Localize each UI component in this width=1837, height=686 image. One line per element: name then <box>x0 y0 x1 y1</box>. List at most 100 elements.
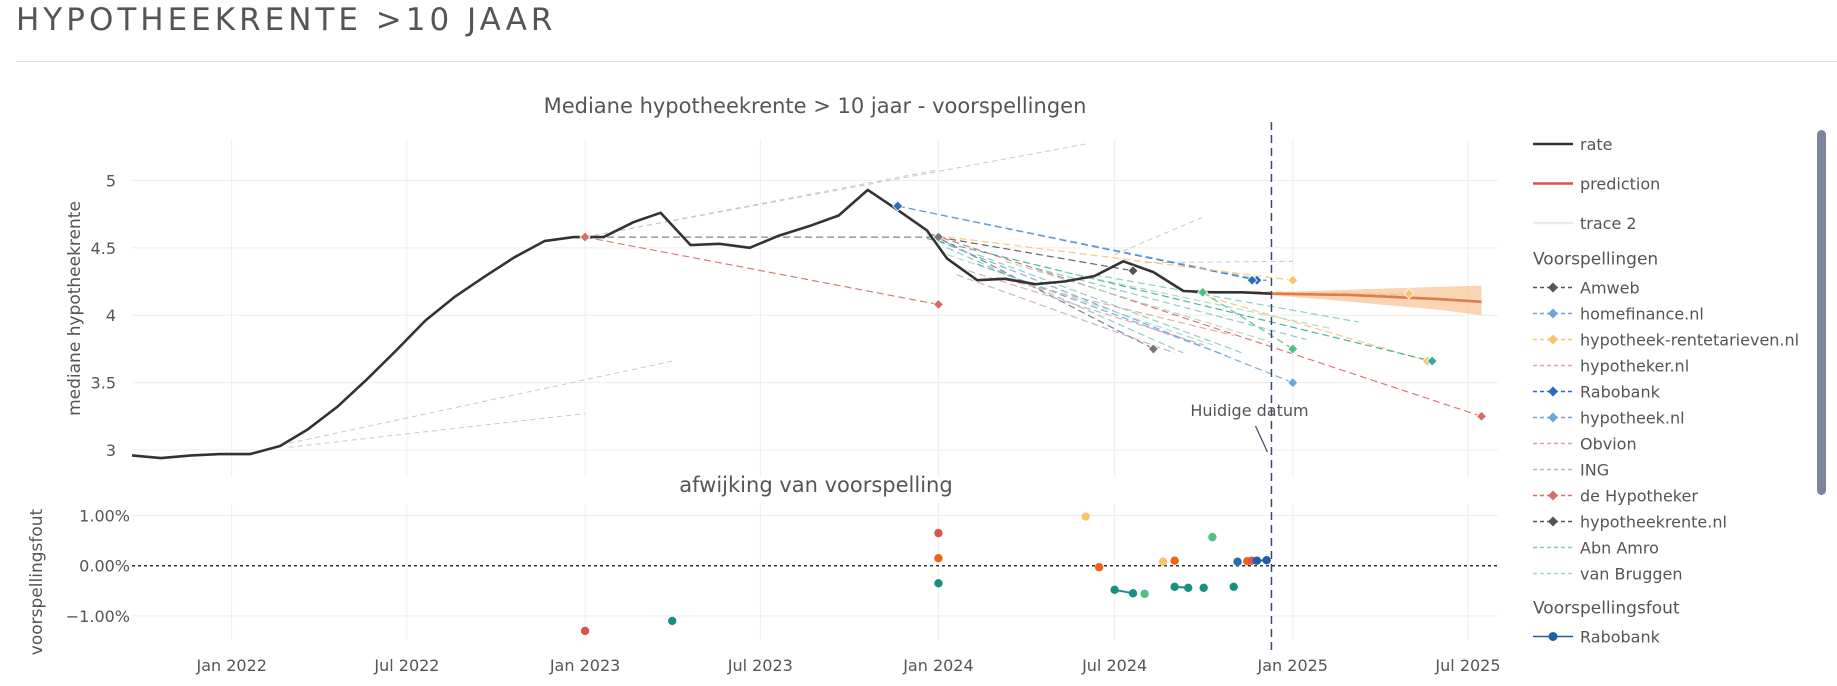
legend-item-label: trace 2 <box>1580 214 1637 233</box>
trace2-segment <box>585 169 939 238</box>
forecast-marker <box>1287 377 1299 389</box>
legend-item-label: homefinance.nl <box>1580 305 1704 324</box>
forecast-line <box>1188 290 1428 362</box>
forecast-line <box>926 233 1293 281</box>
forecast-marker <box>1287 274 1299 286</box>
prediction-layer <box>1271 292 1482 304</box>
bottom-chart-title: afwijking van voorspelling <box>679 473 952 497</box>
forecast-line <box>938 236 1134 272</box>
x-tick-label: Jul 2022 <box>373 656 439 675</box>
legend-item-label: van Bruggen <box>1580 565 1683 584</box>
legend-swatch-marker <box>1548 386 1558 397</box>
forecast-marker <box>1287 343 1299 355</box>
forecast-marker <box>932 231 944 243</box>
error-point <box>934 528 943 538</box>
prediction-band-layer <box>1271 285 1482 316</box>
error-point <box>1110 585 1119 595</box>
forecast-line <box>584 236 939 306</box>
legend-item-label: de Hypotheker <box>1580 487 1698 506</box>
forecast-line <box>956 274 1175 354</box>
legend-item-label: Amweb <box>1580 279 1640 298</box>
trace2-segment <box>1114 216 1204 256</box>
legend-item-label: hypotheekrente.nl <box>1580 513 1727 532</box>
error-point <box>668 616 677 626</box>
forecast-marker <box>1197 286 1209 298</box>
forecast-marker <box>892 200 904 212</box>
forecast-marker <box>1127 265 1139 277</box>
error-point <box>1208 532 1217 542</box>
legend-swatch-marker <box>1548 334 1558 345</box>
error-point <box>1081 512 1090 521</box>
x-tick-label: Jul 2024 <box>1081 656 1147 675</box>
error-point <box>1128 589 1138 598</box>
legend-group-title: Voorspellingsfout <box>1533 599 1680 619</box>
forecast-marker <box>932 298 944 311</box>
x-tick-label: Jan 2023 <box>549 656 620 675</box>
trace2-segment <box>585 143 1086 238</box>
trace2-layer <box>288 143 1293 448</box>
error-point <box>1094 563 1104 572</box>
legend-item-label: Rabobank <box>1580 628 1661 647</box>
top-y-tick-label: 3 <box>106 441 116 460</box>
current-date-arrow <box>1254 425 1269 453</box>
error-point <box>1229 582 1238 592</box>
error-point <box>1199 583 1208 593</box>
legend-swatch-marker <box>1548 282 1558 293</box>
forecast-line <box>926 237 1433 362</box>
x-tick-label: Jan 2022 <box>195 656 266 675</box>
error-point <box>1170 556 1179 565</box>
prediction-line <box>1271 292 1482 304</box>
forecast-line <box>1202 291 1294 350</box>
grid-layer <box>132 140 1498 641</box>
top-chart-title: Mediane hypotheekrente > 10 jaar - voors… <box>544 94 1087 118</box>
error-point <box>1140 589 1149 599</box>
forecast-marker <box>1147 343 1159 355</box>
legend-item-label: Rabobank <box>1580 383 1661 402</box>
legend-item-label: Obvion <box>1580 435 1637 454</box>
forecast-marker <box>1403 288 1415 300</box>
forecast-line <box>1005 260 1272 343</box>
trace2-segment <box>288 360 673 444</box>
trace2-segment <box>288 413 586 448</box>
prediction-band <box>1271 285 1482 316</box>
forecast-line <box>897 205 1263 281</box>
forecast-marker-layer <box>579 200 1488 422</box>
forecast-line <box>976 263 1228 357</box>
bottom-y-axis-label: voorspellingsfout <box>27 508 47 655</box>
forecast-line <box>1035 267 1307 341</box>
legend-swatch-marker <box>1548 308 1558 319</box>
forecast-line <box>931 233 1154 350</box>
error-point <box>1233 557 1242 566</box>
forecast-marker <box>1475 410 1488 422</box>
x-tick-label: Jul 2025 <box>1434 656 1500 675</box>
top-y-tick-label: 5 <box>106 171 116 190</box>
forecast-line <box>968 270 1204 346</box>
legend-swatch-marker <box>1548 632 1558 641</box>
top-y-axis-label: mediane hypotheekrente <box>65 201 85 416</box>
current-date-label: Huidige datum <box>1190 401 1308 420</box>
legend-item-label: rate <box>1580 135 1613 154</box>
error-point <box>1170 582 1179 592</box>
title-divider <box>16 61 1837 62</box>
forecast-line <box>931 233 1482 417</box>
error-point <box>1158 557 1168 566</box>
forecast-line <box>996 276 1234 337</box>
legend-group-title: Voorspellingen <box>1533 250 1658 270</box>
current-date-layer: Huidige datum <box>1190 122 1309 653</box>
legend-item-label: hypotheker.nl <box>1580 357 1689 376</box>
legend-scrollbar[interactable] <box>1817 130 1826 495</box>
legend-swatch-marker <box>1548 412 1558 423</box>
bottom-y-tick-label: 1.00% <box>79 507 130 526</box>
x-tick-label: Jan 2024 <box>902 656 973 675</box>
forecast-marker <box>579 231 591 243</box>
error-point <box>934 579 943 588</box>
forecast-marker <box>1246 274 1258 286</box>
legend-item-label: Abn Amro <box>1580 539 1659 558</box>
legend-item-label: hypotheek-rentetarieven.nl <box>1580 331 1799 350</box>
error-point <box>1262 556 1271 565</box>
error-layer <box>132 512 1498 636</box>
forecast-line <box>946 254 1213 346</box>
error-point <box>934 554 943 563</box>
top-y-tick-label: 4 <box>106 306 116 325</box>
